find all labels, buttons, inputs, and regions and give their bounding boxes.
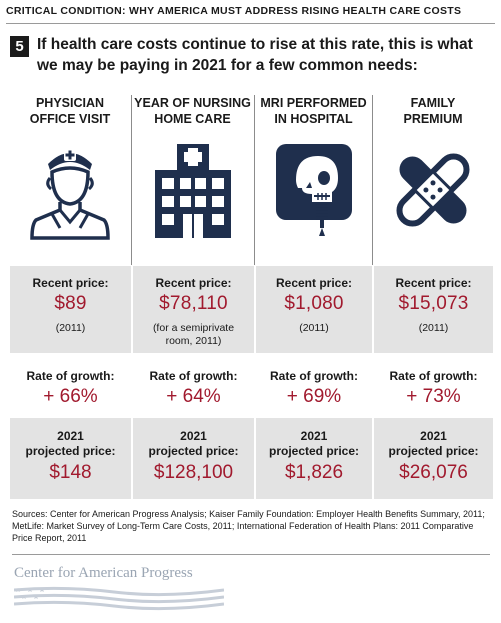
column-divider: [372, 95, 373, 265]
recent-price-note: (2011): [299, 322, 329, 334]
projected-price-label: 2021 projected price:: [388, 429, 479, 458]
bandage-icon: [388, 140, 478, 240]
recent-price-note: (2011): [55, 322, 86, 334]
column-divider: [131, 95, 132, 265]
band-divider: [254, 266, 256, 499]
recent-price-label: Recent price:: [275, 276, 353, 290]
recent-price-value: $15,073: [398, 293, 469, 314]
title-rule: [6, 23, 495, 24]
growth-label: Rate of growth:: [26, 369, 115, 383]
recent-price-value: $89: [54, 293, 87, 314]
recent-price-band: [10, 266, 493, 353]
footer-rule: [12, 554, 490, 555]
recent-price-label: Recent price:: [155, 276, 232, 290]
section-number-badge: 5: [10, 36, 29, 57]
mri-skull-icon: [272, 140, 356, 240]
projected-price-label: 2021 projected price:: [148, 429, 239, 458]
recent-price-note: (2011): [418, 322, 449, 334]
projected-price-label: 2021 projected price:: [268, 429, 360, 458]
recent-price-value: $1,080: [284, 293, 344, 314]
projected-price-value: $26,076: [399, 462, 468, 483]
column-header-mri: MRI PERFORMED IN HOSPITAL: [260, 96, 367, 126]
sources-note: Sources: Center for American Progress An…: [12, 509, 485, 543]
projected-price-value: $148: [49, 462, 92, 483]
logo-text: Center for American Progress: [14, 565, 193, 581]
projected-price-value: $128,100: [153, 462, 234, 483]
report-title: CRITICAL CONDITION: WHY AMERICA MUST ADD…: [6, 5, 462, 17]
growth-value: + 64%: [166, 386, 221, 407]
recent-price-label: Recent price:: [395, 276, 472, 290]
band-divider: [131, 266, 133, 499]
column-divider: [254, 95, 255, 265]
column-header-physician: PHYSICIAN OFFICE VISIT: [29, 96, 111, 126]
projected-price-band: [10, 418, 493, 499]
projected-price-value: $1,826: [284, 462, 344, 483]
column-header-nursing: YEAR OF NURSING HOME CARE: [134, 96, 251, 126]
recent-price-note: (for a semiprivate room, 2011): [152, 322, 235, 347]
growth-value: + 73%: [406, 386, 461, 407]
growth-value: + 66%: [43, 386, 98, 407]
recent-price-value: $78,110: [159, 293, 228, 314]
flag-logo-icon: [13, 586, 225, 617]
growth-label: Rate of growth:: [270, 369, 358, 383]
growth-label: Rate of growth:: [389, 369, 478, 383]
band-divider: [372, 266, 374, 499]
projected-price-label: 2021 projected price:: [25, 429, 116, 458]
recent-price-label: Recent price:: [32, 276, 109, 290]
column-header-family: FAMILY PREMIUM: [403, 96, 463, 126]
doctor-icon: [28, 140, 112, 240]
growth-value: + 69%: [286, 386, 342, 407]
hospital-building-icon: [150, 140, 236, 240]
headline: If health care costs continue to rise at…: [37, 36, 473, 74]
growth-label: Rate of growth:: [149, 369, 238, 383]
